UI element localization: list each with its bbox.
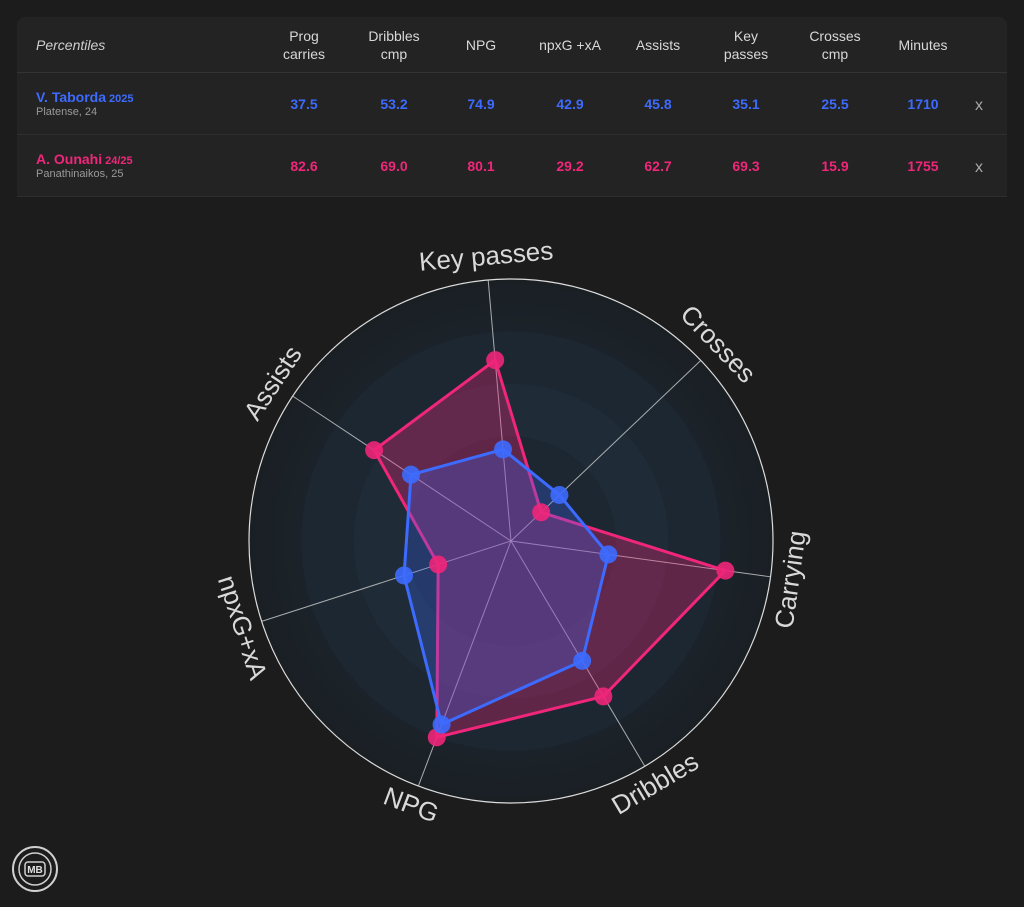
data-point [395, 566, 414, 585]
radar-outer-ring [248, 278, 774, 804]
radar-spoke [292, 395, 512, 542]
value-npg: 80.1 [467, 157, 495, 174]
col-npg: NPG [465, 36, 497, 53]
radar-spoke [487, 279, 512, 542]
data-point [573, 651, 592, 670]
col-minutes: Minutes [898, 36, 948, 53]
player-team: Panathinaikos, 25 [36, 168, 124, 180]
remove-player-button[interactable]: x [975, 96, 983, 114]
data-point [594, 687, 613, 706]
series-area-0 [402, 447, 610, 727]
data-point [429, 555, 448, 574]
radar-spoke [261, 540, 512, 622]
mb-logo: MB [12, 846, 58, 892]
player-name[interactable]: V. Taborda [36, 89, 107, 105]
value-dribbles-cmp: 53.2 [380, 95, 408, 112]
player-season: 2025 [109, 93, 134, 105]
value-minutes: 1755 [907, 157, 939, 174]
series-area-1 [372, 358, 727, 739]
col-dribbles-cmp: Dribbles cmp [368, 27, 420, 62]
table-header: Percentiles Prog carries Dribbles cmp NP… [17, 17, 1007, 73]
value-key-passes: 35.1 [732, 95, 760, 112]
value-npxg-xa: 29.2 [556, 157, 584, 174]
value-assists: 62.7 [644, 157, 672, 174]
value-minutes: 1710 [907, 95, 939, 112]
col-assists: Assists [635, 36, 681, 53]
col-key-passes: Key passes [723, 27, 769, 62]
logo-icon: MB [18, 852, 52, 886]
value-crosses-cmp: 25.5 [821, 95, 849, 112]
player-team: Platense, 24 [36, 106, 98, 118]
value-key-passes: 69.3 [732, 157, 760, 174]
col-crosses-cmp: Crosses cmp [809, 27, 861, 62]
value-prog-carries: 37.5 [290, 95, 318, 112]
comparison-table: Percentiles Prog carries Dribbles cmp NP… [17, 17, 1007, 197]
percentiles-label: Percentiles [36, 36, 106, 53]
remove-player-button[interactable]: x [975, 158, 983, 176]
player-info: A. Ounahi 24/25 Panathinaikos, 25 [36, 135, 133, 196]
data-point [432, 715, 451, 734]
player-info: V. Taborda 2025 Platense, 24 [36, 73, 134, 134]
value-dribbles-cmp: 69.0 [380, 157, 408, 174]
logo-text: MB [27, 865, 43, 876]
axis-label: Carrying [769, 529, 812, 630]
player-season: 24/25 [105, 155, 133, 167]
table-row: A. Ounahi 24/25 Panathinaikos, 25 82.6 69… [17, 135, 1007, 197]
value-npxg-xa: 42.9 [556, 95, 584, 112]
axis-label: Key passes [418, 235, 555, 277]
col-prog-carries: Prog carries [282, 27, 325, 62]
data-point [365, 441, 384, 460]
value-npg: 74.9 [467, 95, 495, 112]
value-assists: 45.8 [644, 95, 672, 112]
value-crosses-cmp: 15.9 [821, 157, 849, 174]
data-point [716, 561, 735, 580]
col-npxg-xa: npxG +xA [539, 36, 601, 53]
data-point [532, 503, 551, 522]
data-point [493, 440, 512, 459]
data-point [402, 465, 421, 484]
data-point [550, 485, 569, 504]
data-point [486, 351, 505, 370]
data-point [599, 545, 618, 564]
player-name[interactable]: A. Ounahi [36, 151, 103, 167]
radar-chart: Key passesCrossesCarryingDribblesNPGnpxG… [212, 235, 812, 828]
table-row: V. Taborda 2025 Platense, 24 37.5 53.2 74… [17, 73, 1007, 135]
value-prog-carries: 82.6 [290, 157, 318, 174]
